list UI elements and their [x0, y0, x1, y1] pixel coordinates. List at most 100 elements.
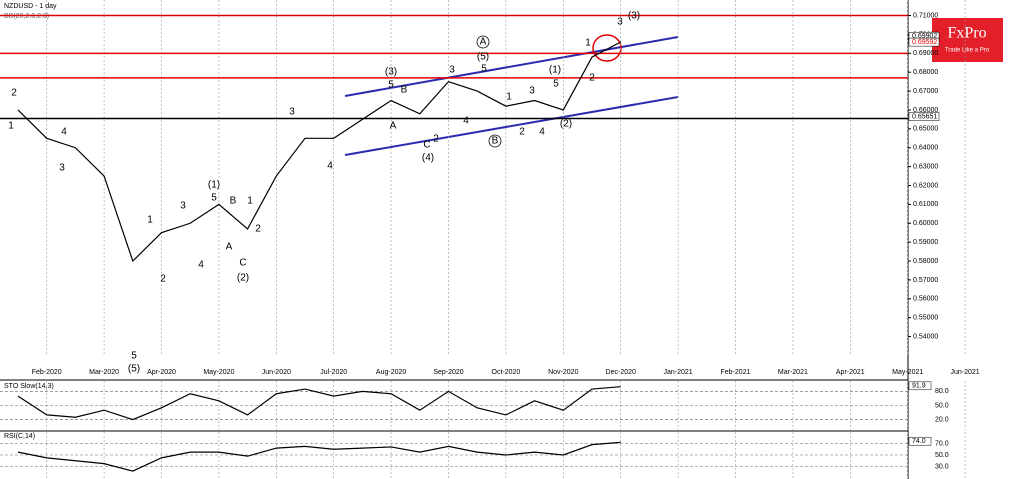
- wave-label: C: [423, 140, 430, 151]
- wave-label: 1: [8, 121, 14, 132]
- x-tick-label: Apr-2020: [147, 369, 176, 376]
- wave-label: 3: [59, 163, 65, 174]
- wave-label: A: [226, 242, 233, 253]
- y-tick-label: 0.58000: [913, 258, 938, 265]
- logo-tagline: Trade Like a Pro: [945, 48, 990, 54]
- wave-label: (3): [385, 67, 397, 78]
- wave-label: 2: [589, 73, 595, 84]
- wave-label: 1: [585, 38, 591, 49]
- y-tick-label: 0.66000: [913, 107, 938, 114]
- last-value-box: [908, 381, 932, 391]
- x-tick-label: Feb-2020: [32, 369, 62, 376]
- wave-label: 5: [131, 351, 137, 362]
- wave-label: 5: [481, 64, 487, 75]
- y-tick-label: 80.0: [935, 388, 949, 395]
- wave-label: 1: [147, 215, 153, 226]
- wave-label: 3: [617, 17, 623, 28]
- wave-label: 4: [539, 127, 545, 138]
- y-tick-label: 0.55000: [913, 315, 938, 322]
- x-tick-label: Mar-2021: [778, 369, 808, 376]
- wave-label: 3: [289, 107, 295, 118]
- wave-label: 4: [463, 116, 469, 127]
- y-tick-label: 0.60000: [913, 220, 938, 227]
- x-tick-label: Jul-2020: [320, 369, 347, 376]
- wave-label: (5): [128, 364, 140, 375]
- x-tick-label: May-2021: [892, 369, 923, 376]
- price-line: [17, 41, 621, 263]
- wave-circle: [476, 35, 490, 49]
- wave-circle: [488, 134, 502, 148]
- y-tick-label: 50.0: [935, 452, 949, 459]
- price-line: [17, 441, 621, 472]
- logo-brand: FxPro: [947, 25, 986, 42]
- y-tick-label: 30.0: [935, 463, 949, 470]
- wave-label: (1): [208, 180, 220, 191]
- wave-label: 2: [433, 134, 439, 145]
- x-tick-label: Oct-2020: [492, 369, 521, 376]
- x-tick-label: Jan-2021: [663, 369, 692, 376]
- wave-label: (5): [477, 52, 489, 63]
- wave-label: 3: [180, 201, 186, 212]
- y-tick-label: 0.62000: [913, 182, 938, 189]
- wave-label: 4: [198, 260, 204, 271]
- price-box: [908, 37, 940, 47]
- price-label: 0.69902: [912, 33, 937, 40]
- logo-box: [932, 18, 1003, 62]
- wave-label: 2: [160, 274, 166, 285]
- wave-label: (2): [237, 273, 249, 284]
- wave-label: A: [390, 121, 397, 132]
- y-tick-label: 50.0: [935, 402, 949, 409]
- y-tick-label: 0.59000: [913, 239, 938, 246]
- x-tick-label: Aug-2020: [376, 369, 406, 376]
- wave-label: 2: [519, 127, 525, 138]
- wave-label: B: [401, 85, 408, 96]
- wave-label: 4: [61, 127, 67, 138]
- x-tick-label: Dec-2020: [606, 369, 636, 376]
- y-tick-label: 0.64000: [913, 145, 938, 152]
- wave-label: A: [480, 37, 487, 48]
- x-tick-label: Feb-2021: [721, 369, 751, 376]
- wave-label: B: [492, 136, 499, 147]
- last-value-label: 91.9: [912, 383, 926, 390]
- y-tick-label: 0.69000: [913, 50, 938, 57]
- wave-label: 5: [211, 193, 217, 204]
- last-value-label: 74.0: [912, 438, 926, 445]
- channel-line: [344, 36, 679, 97]
- wave-label: 1: [506, 92, 512, 103]
- wave-label: 3: [529, 86, 535, 97]
- wave-label: B: [230, 196, 237, 207]
- wave-label: 5: [388, 80, 394, 91]
- y-tick-label: 0.56000: [913, 296, 938, 303]
- x-tick-label: Nov-2020: [548, 369, 578, 376]
- wave-label: 2: [11, 88, 17, 99]
- price-label: 0.65651: [912, 113, 937, 120]
- y-tick-label: 0.65000: [913, 126, 938, 133]
- y-tick-label: 0.63000: [913, 163, 938, 170]
- wave-label: 3: [449, 65, 455, 76]
- wave-label: 4: [327, 161, 333, 172]
- price-box: [908, 112, 940, 121]
- y-tick-label: 20.0: [935, 416, 949, 423]
- x-tick-label: Jun-2021: [950, 369, 979, 376]
- panel-title: RSI(C,14): [4, 433, 35, 440]
- x-tick-label: Jun-2020: [262, 369, 291, 376]
- chart-title: NZDUSD - 1 day: [4, 3, 57, 10]
- wave-label: 5: [553, 79, 559, 90]
- wave-label: C: [239, 258, 246, 269]
- panel-title: STO Slow(14,3): [4, 383, 54, 390]
- y-tick-label: 0.57000: [913, 277, 938, 284]
- x-tick-label: Sep-2020: [433, 369, 463, 376]
- x-tick-label: May-2020: [203, 369, 234, 376]
- last-value-box: [908, 436, 932, 446]
- wave-label: 2: [255, 224, 261, 235]
- indicator-label: BB(20,2.0,2.0): [4, 13, 49, 20]
- y-tick-label: 0.54000: [913, 333, 938, 340]
- y-tick-label: 70.0: [935, 440, 949, 447]
- channel-line: [344, 96, 679, 156]
- y-tick-label: 0.68000: [913, 69, 938, 76]
- y-tick-label: 0.61000: [913, 201, 938, 208]
- price-label: 0.69592: [912, 39, 937, 46]
- wave-label: (2): [560, 119, 572, 130]
- x-tick-label: Mar-2020: [89, 369, 119, 376]
